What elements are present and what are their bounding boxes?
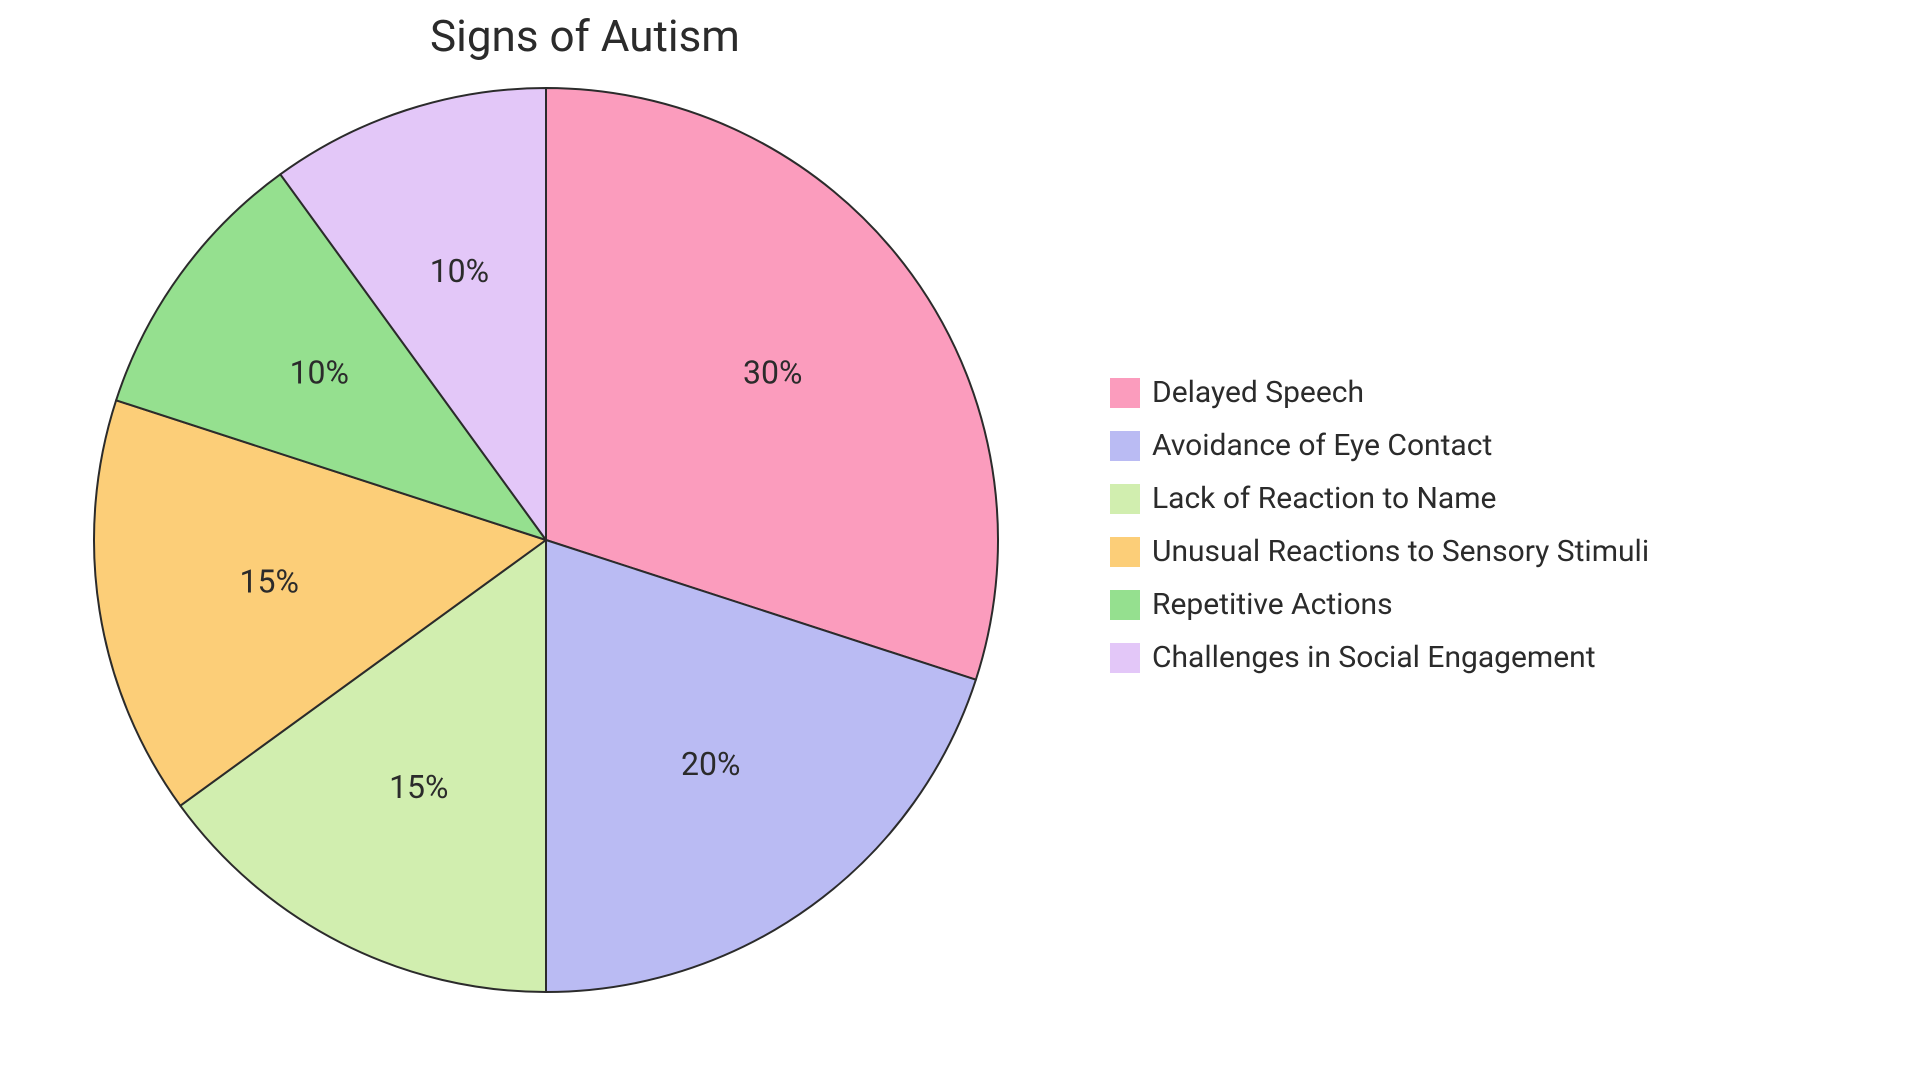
pie-svg: 30% 20% 15% 15% 10% 10% [92,86,1000,994]
legend-item: Repetitive Actions [1110,587,1649,622]
legend-label: Lack of Reaction to Name [1152,481,1496,516]
legend-swatch [1110,537,1140,567]
legend-swatch [1110,590,1140,620]
pie-slice-label: 20% [681,745,740,783]
legend-label: Unusual Reactions to Sensory Stimuli [1152,534,1649,569]
pie-slice-label: 30% [743,354,802,392]
legend-item: Delayed Speech [1110,375,1649,410]
legend-swatch [1110,431,1140,461]
legend-item: Unusual Reactions to Sensory Stimuli [1110,534,1649,569]
legend-label: Delayed Speech [1152,375,1364,410]
legend-swatch [1110,378,1140,408]
pie-slice-label: 15% [240,562,299,600]
legend-item: Avoidance of Eye Contact [1110,428,1649,463]
legend-label: Challenges in Social Engagement [1152,640,1596,675]
pie-slice-label: 15% [389,768,448,806]
legend-swatch [1110,484,1140,514]
pie-slice-label: 10% [430,252,489,290]
chart-stage: Signs of Autism 30% 20% 15% 15% 10% 10% Delay… [0,0,1920,1080]
legend-label: Avoidance of Eye Contact [1152,428,1492,463]
legend-swatch [1110,643,1140,673]
pie-chart: 30% 20% 15% 15% 10% 10% [92,86,1000,998]
legend-item: Lack of Reaction to Name [1110,481,1649,516]
chart-title: Signs of Autism [430,10,740,62]
legend-label: Repetitive Actions [1152,587,1393,622]
legend-item: Challenges in Social Engagement [1110,640,1649,675]
pie-slice-label: 10% [290,354,349,392]
legend: Delayed Speech Avoidance of Eye Contact La… [1110,375,1649,675]
